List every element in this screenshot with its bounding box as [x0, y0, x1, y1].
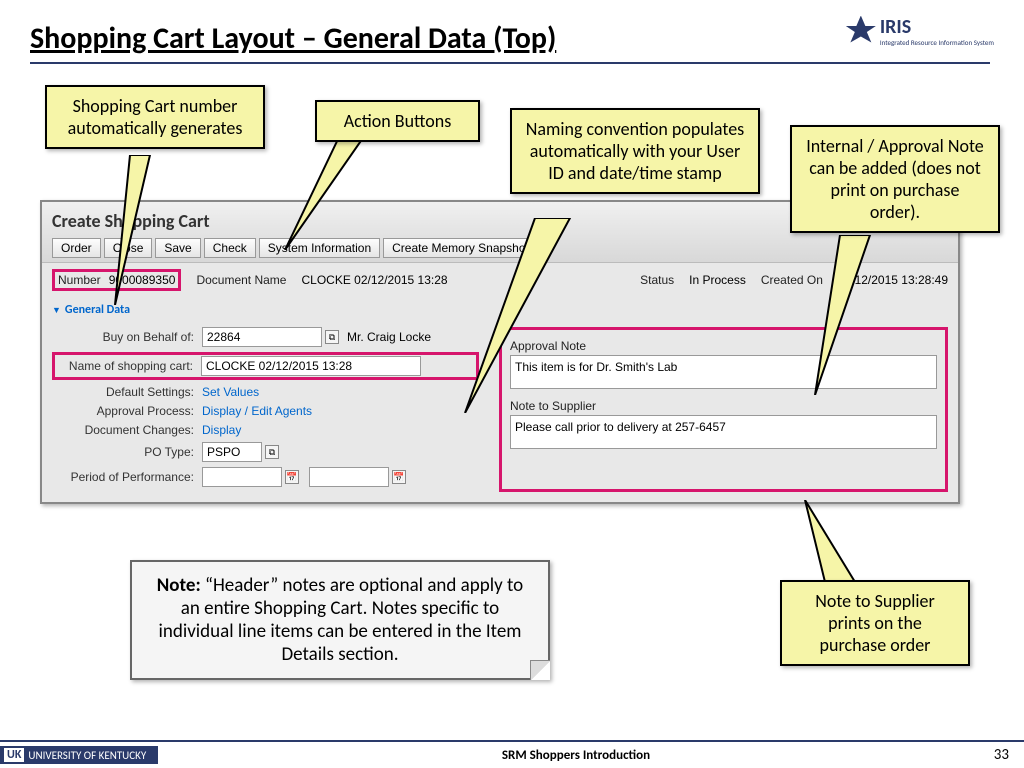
note-box: Note: “Header” notes are optional and ap…	[130, 560, 550, 680]
toolbar: Order Close Save Check System Informatio…	[52, 238, 948, 258]
po-input[interactable]	[202, 442, 262, 462]
footer-title: SRM Shoppers Introduction	[158, 748, 994, 763]
callout-cart-number: Shopping Cart number automatically gener…	[45, 85, 265, 149]
footer: UK UNIVERSITY OF KENTUCKY SRM Shoppers I…	[0, 740, 1024, 768]
notes-panel: Approval Note This item is for Dr. Smith…	[499, 327, 948, 492]
po-lookup-icon[interactable]: ⧉	[265, 445, 279, 459]
iris-flower-icon	[846, 16, 876, 46]
logo-text: IRIS	[880, 15, 994, 39]
uk-logo: UK	[4, 748, 24, 762]
uk-badge: UK UNIVERSITY OF KENTUCKY	[0, 746, 158, 764]
callout-approval-note: Internal / Approval Note can be added (d…	[790, 125, 1000, 233]
docname-value: CLOCKE 02/12/2015 13:28	[301, 273, 447, 287]
approval-note-label: Approval Note	[510, 339, 937, 353]
number-value: 9000089350	[109, 273, 176, 287]
page-number: 33	[994, 746, 1024, 764]
approval-note-box[interactable]: This item is for Dr. Smith's Lab	[510, 355, 937, 389]
iris-logo: IRIS Integrated Resource Information Sys…	[846, 15, 994, 46]
memory-snapshot-button[interactable]: Create Memory Snapshot	[383, 238, 538, 258]
default-label: Default Settings:	[52, 385, 202, 399]
close-button[interactable]: Close	[104, 238, 153, 258]
supplier-note-box[interactable]: Please call prior to delivery at 257-645…	[510, 415, 937, 449]
name-input[interactable]	[201, 356, 421, 376]
status-value: In Process	[689, 273, 746, 287]
calendar-to-icon[interactable]: 📅	[392, 470, 406, 484]
callout-supplier-note: Note to Supplier prints on the purchase …	[780, 580, 970, 666]
approval-label: Approval Process:	[52, 404, 202, 418]
created-value: 02/12/2015 13:28:49	[838, 273, 948, 287]
po-label: PO Type:	[52, 445, 202, 459]
page-fold-icon	[530, 660, 550, 680]
lookup-icon[interactable]: ⧉	[325, 330, 339, 344]
shopping-cart-window: Create Shopping Cart Order Close Save Ch…	[40, 200, 960, 504]
period-label: Period of Performance:	[52, 470, 202, 484]
system-info-button[interactable]: System Information	[259, 238, 380, 258]
logo-subtitle: Integrated Resource Information System	[880, 39, 994, 46]
callout-action-buttons: Action Buttons	[315, 100, 480, 142]
buy-input[interactable]	[202, 327, 322, 347]
order-button[interactable]: Order	[52, 238, 101, 258]
calendar-from-icon[interactable]: 📅	[285, 470, 299, 484]
callout-naming: Naming convention populates automaticall…	[510, 108, 760, 194]
save-button[interactable]: Save	[155, 238, 200, 258]
note-bold: Note:	[157, 574, 201, 597]
period-to-input[interactable]	[309, 467, 389, 487]
created-label: Created On	[761, 273, 823, 287]
title-rule	[30, 62, 990, 64]
status-label: Status	[640, 273, 674, 287]
supplier-note-label: Note to Supplier	[510, 399, 937, 413]
changes-label: Document Changes:	[52, 423, 202, 437]
display-agents-link[interactable]: Display / Edit Agents	[202, 404, 312, 418]
set-values-link[interactable]: Set Values	[202, 385, 259, 399]
buy-name: Mr. Craig Locke	[347, 330, 431, 344]
period-from-input[interactable]	[202, 467, 282, 487]
buy-label: Buy on Behalf of:	[52, 330, 202, 344]
name-label: Name of shopping cart:	[56, 359, 201, 373]
number-label: Number	[58, 273, 101, 287]
note-text: “Header” notes are optional and apply to…	[159, 574, 524, 666]
general-data-header[interactable]: General Data	[42, 297, 958, 323]
display-link[interactable]: Display	[202, 423, 241, 437]
info-row: Number 9000089350 Document Name CLOCKE 0…	[42, 263, 958, 297]
docname-label: Document Name	[196, 273, 286, 287]
check-button[interactable]: Check	[204, 238, 256, 258]
uk-text: UNIVERSITY OF KENTUCKY	[28, 749, 146, 762]
